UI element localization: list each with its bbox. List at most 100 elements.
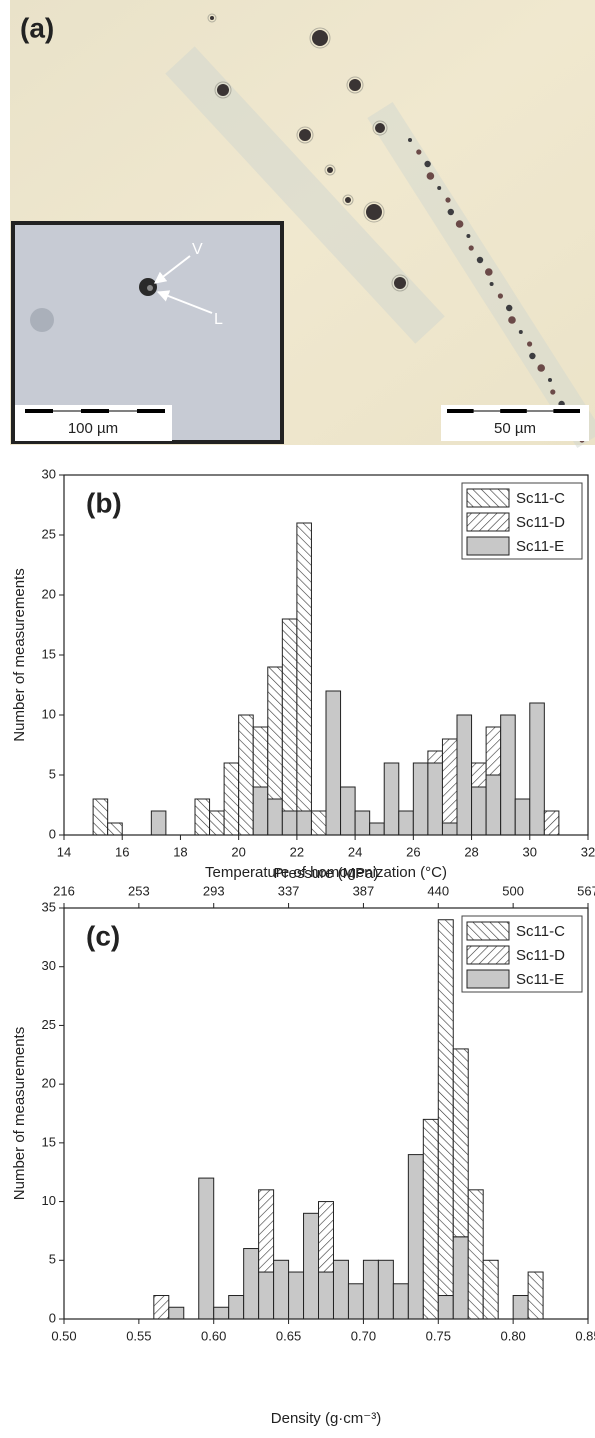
x-tick-label: 30 (523, 844, 537, 859)
arrow (156, 290, 213, 314)
inclusion-rim (296, 126, 314, 144)
y-tick-label: 35 (42, 899, 56, 914)
x-tick-label: 18 (173, 844, 187, 859)
x-tick-label: 0.60 (201, 1328, 226, 1343)
y-tick-label: 15 (42, 1134, 56, 1149)
inclusion (426, 172, 435, 180)
bar (527, 1271, 544, 1320)
bar (168, 1306, 185, 1320)
x-tick-label: 24 (348, 844, 362, 859)
x-tick-label: 16 (115, 844, 129, 859)
y-axis-label: Number of measurements (11, 1027, 28, 1200)
inclusion (366, 204, 382, 220)
bar (452, 1236, 469, 1320)
inclusion (529, 352, 536, 360)
bar (377, 1259, 394, 1320)
bar (437, 1295, 454, 1320)
bar (340, 786, 356, 836)
bar (318, 1271, 334, 1320)
legend-swatch (466, 536, 510, 556)
bar (452, 1048, 469, 1238)
inclusion-rim (372, 120, 388, 136)
inclusion-trail (367, 101, 595, 449)
bar (325, 690, 342, 836)
bar (213, 1306, 230, 1320)
x2-axis-label: Pressure (MPa) (273, 865, 378, 882)
x-tick-label: 0.70 (351, 1328, 376, 1343)
x-tick-label: 20 (231, 844, 245, 859)
legend-label: Sc11-C (516, 923, 565, 940)
bar (456, 714, 473, 836)
bar (471, 786, 487, 836)
bar (512, 1295, 529, 1320)
x2-tick-label: 216 (53, 883, 75, 898)
inclusion (518, 330, 523, 334)
inclusion-trail (165, 46, 445, 344)
bar (194, 798, 211, 836)
bar (107, 822, 123, 836)
bar (223, 762, 240, 836)
plot-frame (63, 907, 589, 1320)
bar (427, 750, 443, 764)
y-tick-label: 5 (49, 1252, 56, 1267)
legend-label: Sc11-D (516, 514, 565, 531)
bar (427, 762, 443, 836)
inclusion-rim (346, 76, 364, 94)
y-tick-label: 0 (49, 826, 56, 841)
inclusion (506, 304, 513, 312)
legend-label: Sc11-C (516, 490, 565, 507)
x-tick-label: 0.50 (51, 1328, 76, 1343)
bar (354, 810, 371, 836)
bar (441, 738, 458, 824)
legend-swatch (466, 945, 510, 965)
bar (471, 762, 487, 788)
bar (281, 618, 298, 812)
bar (273, 1259, 290, 1320)
bar (267, 666, 283, 800)
inclusion (445, 197, 451, 203)
bar (485, 726, 502, 776)
x2-tick-label: 500 (502, 883, 524, 898)
bar (92, 798, 109, 836)
panel-label: (b) (86, 487, 122, 518)
bar (258, 1189, 275, 1273)
x-tick-label: 0.75 (426, 1328, 451, 1343)
panel-label: (a) (20, 12, 54, 43)
x2-tick-label: 293 (203, 883, 225, 898)
x-tick-label: 28 (464, 844, 478, 859)
inclusion (489, 282, 494, 286)
bar (407, 1154, 424, 1320)
x-tick-label: 14 (57, 844, 71, 859)
legend-label: Sc11-E (516, 538, 564, 555)
bar (441, 822, 458, 836)
bar (398, 810, 414, 836)
bar (228, 1295, 245, 1320)
inclusion (217, 84, 229, 96)
bar (267, 798, 283, 836)
x2-tick-label: 253 (128, 883, 150, 898)
bubble (147, 285, 153, 291)
bar (252, 786, 269, 836)
inclusion (537, 364, 545, 372)
bar (209, 810, 225, 836)
bar (422, 1118, 439, 1320)
inclusion-rim (342, 194, 354, 206)
y-tick-label: 15 (42, 646, 56, 661)
legend-swatch (466, 488, 510, 508)
bar (258, 1271, 275, 1320)
bar (153, 1295, 170, 1320)
x2-tick-label: 567 (577, 883, 595, 898)
inclusion (497, 293, 503, 299)
micrograph: (a) V L 100 µm 50 µm (10, 0, 595, 449)
y-axis-label: Number of measurements (11, 568, 28, 741)
inclusion (437, 186, 442, 190)
inclusion (345, 197, 351, 203)
inclusion (299, 129, 311, 141)
bar (467, 1189, 484, 1320)
bar (150, 810, 167, 836)
y-tick-label: 20 (42, 586, 56, 601)
inclusion-rim (363, 201, 385, 223)
bar (392, 1283, 409, 1320)
bar (347, 1283, 364, 1320)
